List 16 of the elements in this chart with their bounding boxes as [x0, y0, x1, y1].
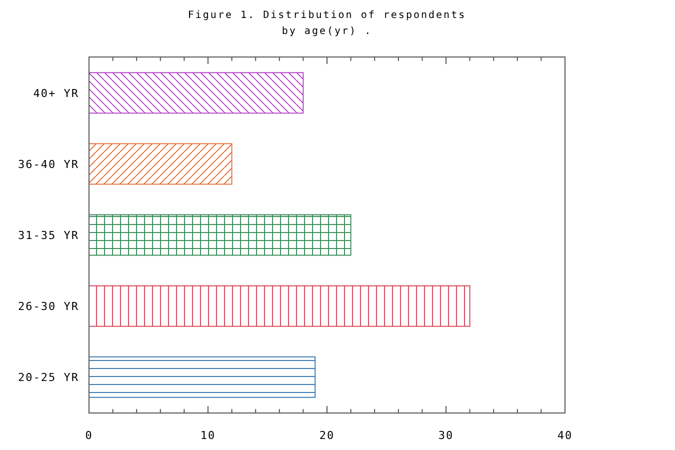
bar — [88, 285, 470, 327]
y-tick-label: 40+ YR — [33, 86, 79, 100]
y-tick-label: 20-25 YR — [18, 371, 79, 384]
x-tick-label: 20 — [319, 429, 335, 442]
x-tick-label: 30 — [438, 429, 454, 442]
y-tick-label: 26-30 YR — [18, 300, 79, 314]
y-tick-label: 31-35 YR — [18, 229, 79, 242]
chart-title: Figure 1. Distribution of respondents by age(yr) . — [188, 10, 466, 37]
x-tick-label: 0 — [85, 429, 93, 442]
bar — [88, 214, 352, 256]
bar — [88, 356, 316, 398]
x-tick-label: 40 — [557, 429, 573, 442]
bar — [88, 72, 304, 114]
bar — [88, 143, 232, 185]
y-tick-label: 36-40 YR — [18, 158, 79, 171]
x-tick-label: 10 — [200, 429, 216, 442]
